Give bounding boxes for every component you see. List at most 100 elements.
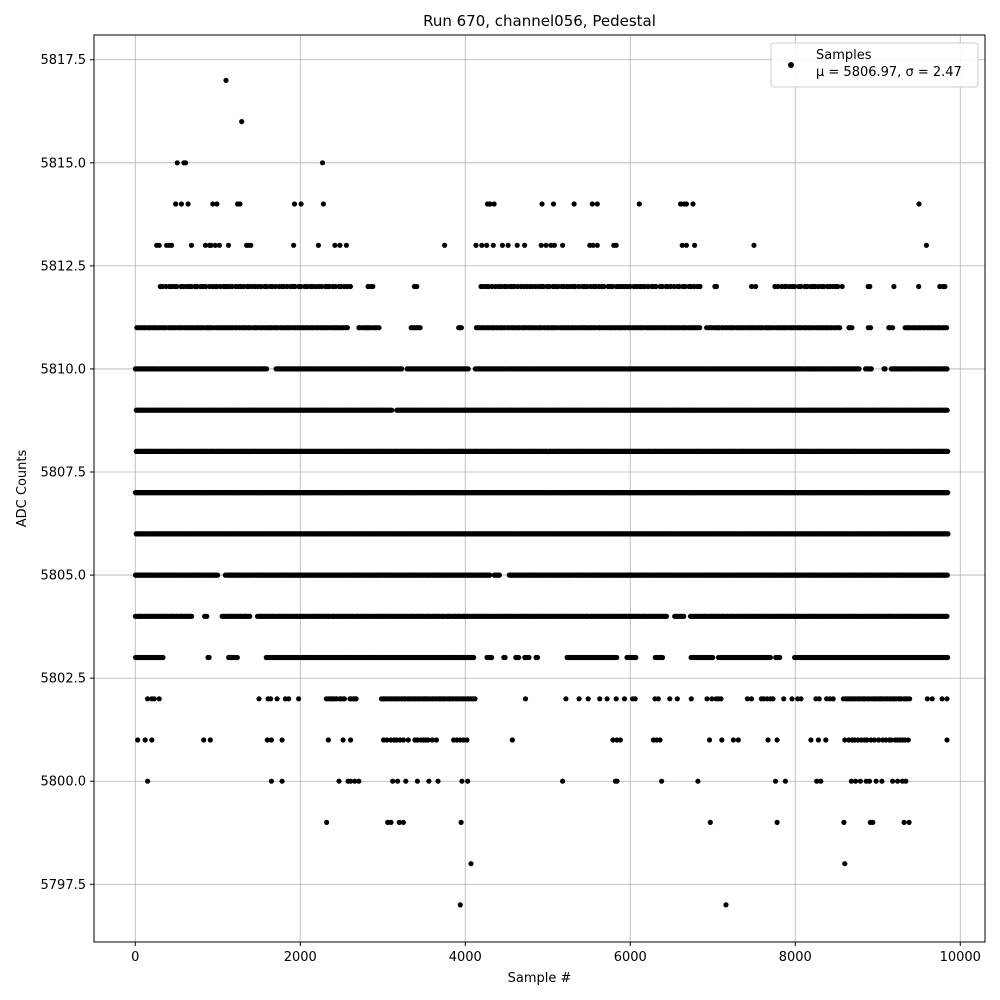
- data-point: [775, 283, 781, 290]
- data-point: [692, 242, 698, 248]
- data-point: [713, 283, 720, 290]
- data-point: [916, 283, 922, 290]
- data-point: [442, 242, 448, 248]
- data-points: [132, 77, 951, 908]
- data-point: [560, 242, 566, 248]
- data-point: [538, 242, 544, 248]
- data-point: [676, 283, 682, 290]
- data-point: [882, 366, 888, 372]
- data-point: [479, 242, 485, 248]
- data-point: [156, 242, 162, 248]
- data-point: [798, 283, 804, 290]
- data-point: [613, 242, 619, 248]
- data-point: [540, 283, 547, 290]
- data-point: [867, 283, 873, 290]
- data-point: [944, 366, 950, 372]
- data-point: [601, 283, 607, 290]
- data-point: [194, 283, 200, 290]
- data-point: [225, 242, 232, 248]
- data-point: [399, 366, 405, 372]
- data-point: [645, 283, 651, 290]
- data-point: [856, 366, 862, 372]
- data-point: [753, 283, 759, 290]
- data-point: [514, 242, 520, 248]
- data-point: [697, 325, 703, 331]
- data-point: [208, 242, 214, 248]
- data-point: [458, 325, 464, 331]
- data-point: [343, 242, 349, 248]
- data-point: [188, 242, 194, 248]
- data-point: [849, 325, 855, 331]
- data-point: [332, 283, 339, 290]
- data-point: [590, 242, 596, 248]
- data-point: [344, 325, 350, 331]
- data-point: [212, 242, 218, 248]
- data-point: [347, 283, 353, 290]
- data-point: [272, 283, 278, 290]
- data-point: [188, 283, 195, 290]
- data-point: [749, 283, 755, 290]
- data-point: [414, 283, 420, 290]
- data-point: [868, 325, 874, 331]
- data-point: [835, 283, 841, 290]
- data-point: [319, 283, 325, 290]
- data-point: [248, 242, 254, 248]
- data-point: [572, 283, 578, 290]
- data-point: [942, 283, 948, 290]
- data-point: [291, 242, 297, 248]
- data-point: [923, 242, 930, 248]
- data-point: [697, 283, 703, 290]
- data-point: [216, 242, 222, 248]
- data-point: [546, 283, 552, 290]
- data-point: [609, 283, 616, 290]
- data-point: [298, 283, 304, 290]
- data-point: [202, 242, 208, 248]
- data-point: [627, 283, 633, 290]
- data-point: [229, 283, 235, 290]
- data-point: [792, 283, 798, 290]
- data-point: [522, 242, 528, 248]
- data-point: [169, 242, 175, 248]
- data-point: [292, 283, 298, 290]
- data-point: [821, 283, 827, 290]
- data-point: [679, 242, 685, 248]
- data-point: [751, 242, 757, 248]
- data-point: [332, 242, 338, 248]
- data-point: [174, 283, 180, 290]
- data-point: [490, 242, 496, 248]
- data-point: [499, 242, 505, 248]
- data-point: [484, 242, 490, 248]
- data-point: [839, 283, 845, 290]
- data-point: [370, 283, 376, 290]
- data-point: [576, 283, 582, 290]
- data-point: [945, 448, 951, 454]
- data-point: [671, 283, 677, 290]
- data-point: [376, 325, 382, 331]
- data-point: [264, 366, 270, 372]
- data-point: [551, 242, 558, 248]
- data-point: [315, 242, 321, 248]
- data-point: [258, 283, 264, 290]
- data-point: [683, 242, 690, 248]
- data-point: [594, 242, 600, 248]
- data-point: [417, 325, 423, 331]
- data-point: [944, 325, 950, 331]
- data-point: [203, 283, 209, 290]
- data-point: [389, 407, 395, 413]
- data-point: [337, 242, 343, 248]
- data-point: [473, 242, 479, 248]
- data-point: [945, 490, 951, 496]
- data-point: [891, 283, 897, 290]
- data-point: [241, 283, 247, 290]
- data-point: [465, 366, 471, 372]
- data-point: [837, 325, 843, 331]
- data-point: [505, 242, 511, 248]
- data-point: [868, 366, 874, 372]
- data-point: [543, 242, 549, 248]
- data-point: [659, 283, 665, 290]
- data-point: [682, 283, 688, 290]
- data-point: [944, 407, 950, 413]
- data-point: [653, 283, 659, 290]
